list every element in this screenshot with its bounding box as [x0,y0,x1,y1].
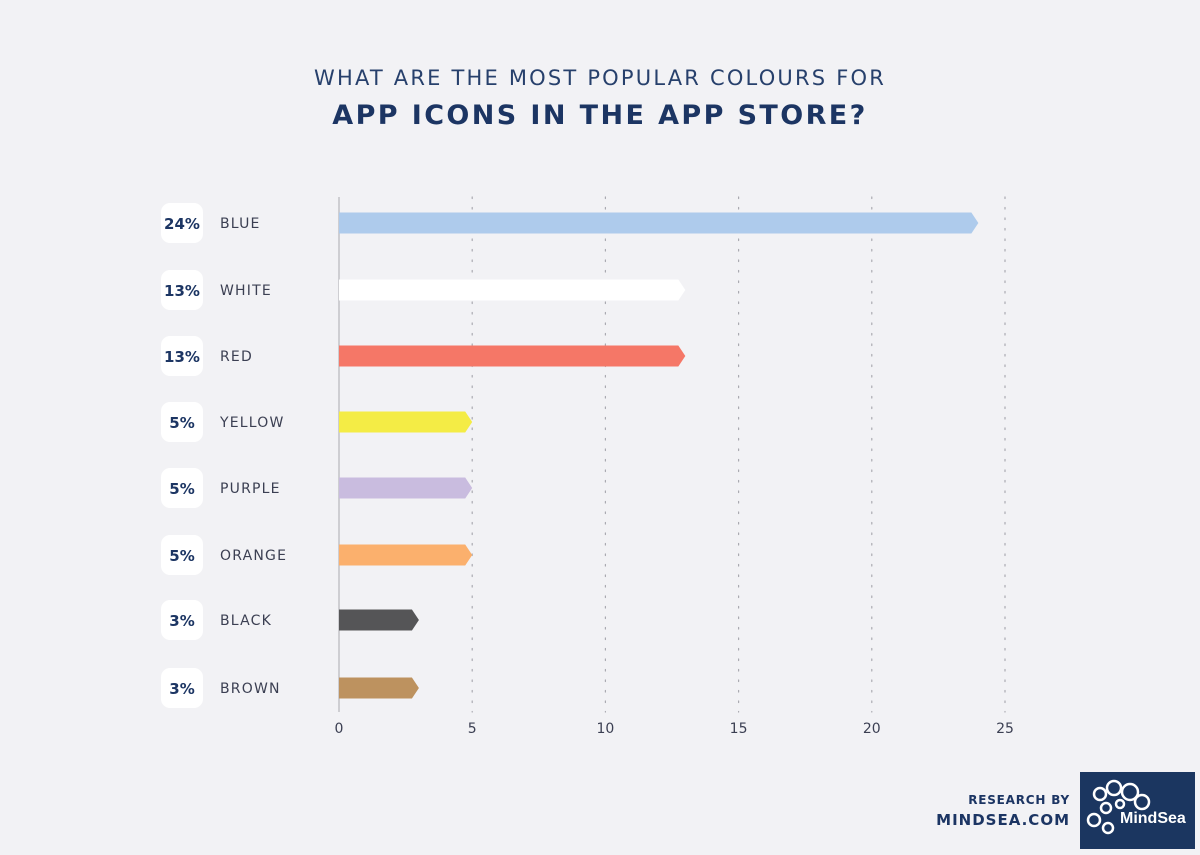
bar [339,677,419,699]
bar [339,609,419,631]
bar [339,279,686,301]
data-label: 13% [164,282,200,300]
research-by-label: RESEARCH BY [968,793,1070,807]
chart-title-line2: APP ICONS IN THE APP STORE? [332,100,868,131]
x-tick-label: 15 [730,721,748,737]
value-badge [161,336,203,376]
data-label: 24% [164,215,200,233]
x-tick-label: 25 [996,721,1014,737]
data-label: 5% [169,414,194,432]
data-label: 5% [169,480,194,498]
category-label: ORANGE [220,548,287,564]
category-label: RED [220,349,253,365]
value-badge [161,270,203,310]
x-tick-label: 20 [863,721,881,737]
logo-text: MindSea [1120,810,1186,827]
value-badge [161,468,203,508]
value-badge [161,535,203,575]
mindsea-logo: MindSea [1080,772,1195,849]
value-badge [161,203,203,243]
mindsea-site-link[interactable]: MINDSEA.COM [936,811,1070,829]
data-label: 3% [169,680,194,698]
data-label: 13% [164,348,200,366]
bar [339,544,473,566]
category-label: BLUE [220,216,261,232]
value-badge [161,600,203,640]
x-tick-label: 10 [596,721,614,737]
logo-circles-icon [1086,779,1151,835]
category-label: YELLOW [219,415,285,431]
x-tick-label: 0 [335,721,344,737]
bar [339,411,473,433]
data-label: 5% [169,547,194,565]
category-label: BLACK [220,613,272,629]
bar [339,477,473,499]
value-badge [161,668,203,708]
category-label: PURPLE [220,481,281,497]
value-badge [161,402,203,442]
chart-title-line1: WHAT ARE THE MOST POPULAR COLOURS FOR [313,66,887,90]
footer-credit: RESEARCH BY MINDSEA.COM [936,793,1070,829]
bar [339,212,979,234]
bar-chart: 0 5 10 15 20 25 24% BLUE 13% WHITE 13% RED 5% YELLOW 5… [161,196,1014,737]
bar [339,345,686,367]
category-label: WHITE [220,283,272,299]
category-label: BROWN [220,681,281,697]
x-tick-label: 5 [468,721,477,737]
data-label: 3% [169,612,194,630]
